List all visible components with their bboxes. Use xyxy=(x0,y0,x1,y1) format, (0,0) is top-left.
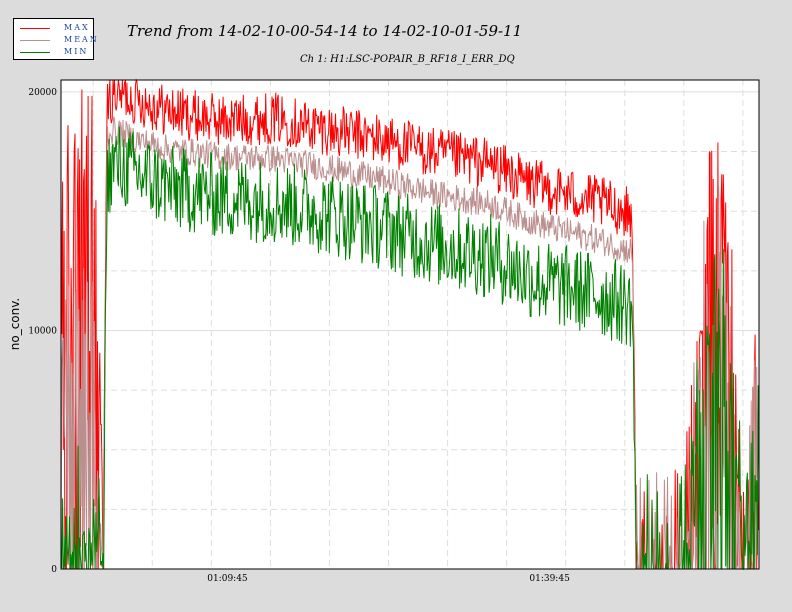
legend: MAX MEAN MIN xyxy=(13,18,97,60)
legend-swatch-min xyxy=(20,52,50,53)
x-tick-label: 01:09:45 xyxy=(207,574,248,584)
plot-frame xyxy=(60,79,760,570)
y-tick-label: 10000 xyxy=(28,326,57,336)
legend-swatch-max xyxy=(20,28,50,29)
legend-item-min: MIN xyxy=(20,46,92,58)
series-line-max xyxy=(60,78,760,570)
legend-item-mean: MEAN xyxy=(20,34,97,46)
legend-swatch-mean xyxy=(20,40,50,41)
legend-label-max: MAX xyxy=(64,23,90,32)
x-tick-label: 01:39:45 xyxy=(529,574,570,584)
plot-background xyxy=(61,80,759,569)
legend-item-max: MAX xyxy=(20,22,92,34)
legend-label-min: MIN xyxy=(64,47,89,56)
y-tick-label: 20000 xyxy=(28,88,57,98)
chart-title: Trend from 14-02-10-00-54-14 to 14-02-10… xyxy=(127,22,523,40)
series-line-min xyxy=(60,126,760,571)
legend-label-mean: MEAN xyxy=(64,35,99,44)
chart-subtitle: Ch 1: H1:LSC-POPAIR_B_RF18_I_ERR_DQ xyxy=(300,54,515,65)
y-tick-label: 0 xyxy=(51,565,57,575)
